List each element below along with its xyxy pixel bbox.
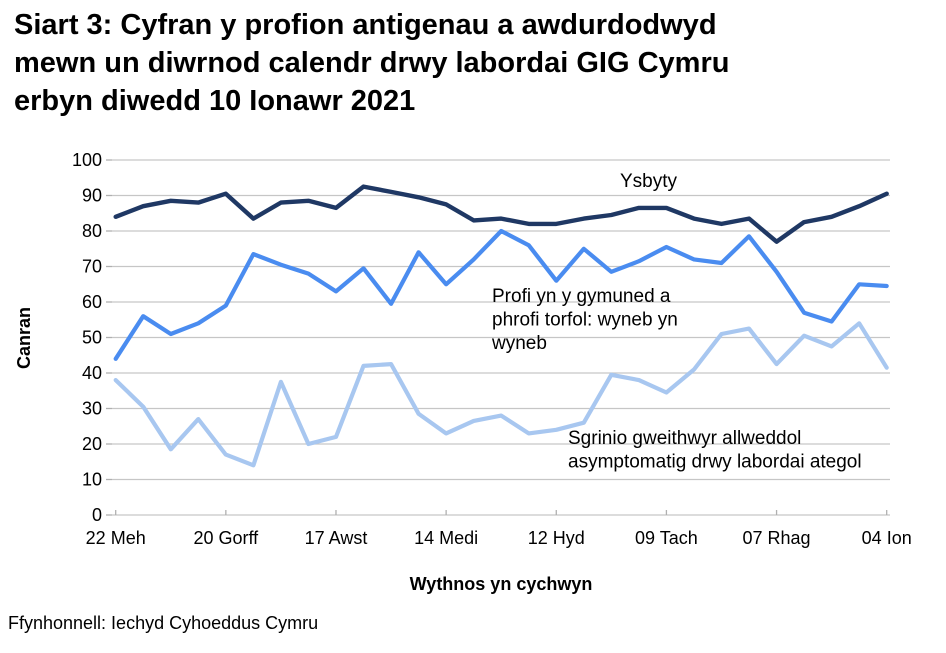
series-label-2: Sgrinio gweithwyr allweddol (568, 428, 801, 449)
x-tick-label: 20 Gorff (193, 528, 259, 548)
x-tick-label: 12 Hyd (528, 528, 585, 548)
y-tick-label: 50 (82, 328, 102, 348)
x-tick-label: 14 Medi (414, 528, 478, 548)
y-tick-label: 20 (82, 434, 102, 454)
y-axis-title: Canran (14, 307, 34, 369)
source-note: Ffynhonnell: Iechyd Cyhoeddus Cymru (8, 613, 318, 633)
x-axis-title: Wythnos yn cychwyn (410, 574, 593, 594)
series-line-ysbyty (113, 184, 889, 244)
series-label-1: phrofi torfol: wyneb yn (492, 310, 678, 331)
y-tick-label: 70 (82, 257, 102, 277)
series-label-1: Profi yn y gymuned a (492, 286, 671, 307)
y-tick-label: 30 (82, 399, 102, 419)
title-line-2: mewn un diwrnod calendr drwy labordai GI… (14, 47, 730, 79)
x-tick-label: 22 Meh (86, 528, 146, 548)
title-line-1: Siart 3: Cyfran y profion antigenau a aw… (14, 9, 717, 41)
y-tick-label: 10 (82, 470, 102, 490)
y-tick-label: 40 (82, 363, 102, 383)
x-tick-label: 09 Tach (635, 528, 698, 548)
series-line-sgrinio (113, 321, 889, 468)
title-line-3: erbyn diwedd 10 Ionawr 2021 (14, 85, 416, 117)
line-chart-canvas: 0 10 20 30 40 50 60 70 80 90 100 22 Meh 20 Gorff 17 A… (8, 150, 912, 633)
series-label-2: asymptomatig drwy labordai ategol (568, 452, 862, 473)
series-label-0: Ysbyty (620, 171, 678, 192)
chart-title: Siart 3: Cyfran y profion antigenau a aw… (14, 6, 729, 120)
y-tick-label: 80 (82, 221, 102, 241)
x-tick-label: 07 Rhag (743, 528, 811, 548)
y-tick-label: 100 (72, 150, 102, 170)
series-line-cymuned (113, 228, 889, 361)
x-tick-label: 04 Ion (862, 528, 912, 548)
y-tick-label: 60 (82, 292, 102, 312)
y-tick-label: 90 (82, 186, 102, 206)
y-tick-label: 0 (92, 505, 102, 525)
x-tick-label: 17 Awst (305, 528, 368, 548)
series-label-1: wyneb (491, 333, 547, 354)
